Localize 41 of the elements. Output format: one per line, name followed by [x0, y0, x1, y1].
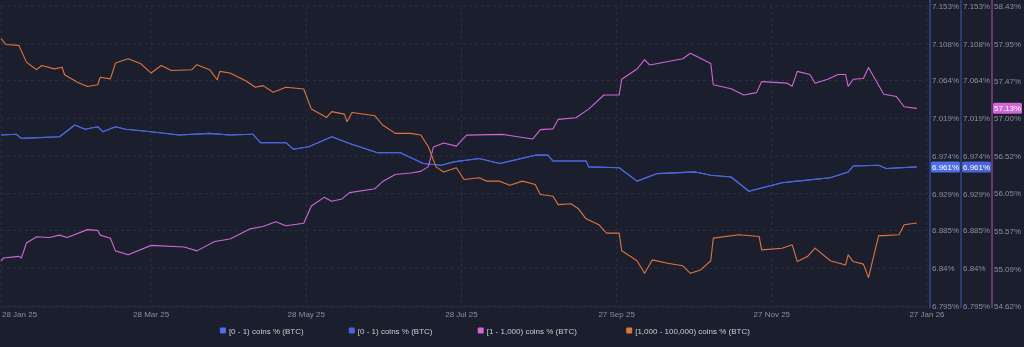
x-tick-label: 28 Jan 25 [2, 310, 38, 319]
data-label: 6.961% [932, 162, 960, 172]
legend-label: [1,000 - 100,000) coins % (BTC) [635, 326, 751, 336]
y2-tick-label: 7.064% [963, 76, 991, 86]
y3-tick-label: 55.57% [994, 227, 1022, 236]
x-tick-label: 28 May 25 [287, 310, 326, 319]
text: 6.961% [963, 162, 991, 172]
y-tick-label: 6.974% [932, 151, 960, 161]
legend-label: [0 - 1) coins % (BTC) [357, 326, 433, 336]
y-tick-label: 6.929% [932, 189, 960, 199]
y-tick-label: 6.84% [932, 264, 955, 274]
x-tick-label: 27 Jan 26 [909, 310, 946, 319]
y2-tick-label: 6.795% [963, 301, 991, 311]
text: 57.13% [994, 104, 1022, 114]
y-tick-label: 7.153% [932, 1, 960, 11]
legend-label: [0 - 1) coins % (BTC) [228, 326, 304, 336]
y-tick-label: 6.795% [932, 301, 960, 311]
y2-tick-label: 6.885% [963, 226, 991, 236]
x-tick-label: 28 Mar 25 [133, 310, 170, 319]
y3-tick-label: 58.43% [994, 1, 1022, 11]
y-tick-label: 7.019% [932, 114, 960, 124]
y3-tick-label: 57.47% [994, 77, 1022, 87]
y3-tick-label: 55.09% [994, 264, 1022, 274]
y2-tick-label: 7.108% [963, 39, 991, 49]
y3-tick-label: 56.05% [994, 189, 1022, 199]
y3-tick-label: 56.52% [994, 152, 1022, 162]
y2-tick-label: 6.974% [963, 151, 991, 161]
y3-tick-label: 54.62% [994, 301, 1022, 311]
y-tick-label: 7.064% [932, 76, 960, 86]
y2-tick-label: 7.153% [963, 1, 991, 11]
x-tick-label: 27 Sep 25 [598, 310, 636, 319]
legend-label: [1 - 1,000) coins % (BTC) [486, 326, 578, 336]
y3-tick-label: 57.00% [994, 114, 1022, 124]
y2-tick-label: 6.84% [963, 264, 986, 274]
x-tick-label: 27 Nov 25 [753, 310, 791, 319]
x-tick-label: 28 Jul 25 [445, 310, 479, 319]
y-tick-label: 7.108% [932, 39, 960, 49]
y2-tick-label: 6.929% [963, 189, 991, 199]
y2-tick-label: 7.019% [963, 114, 991, 124]
y3-tick-label: 57.95% [994, 39, 1022, 49]
y-tick-label: 6.885% [932, 226, 960, 236]
